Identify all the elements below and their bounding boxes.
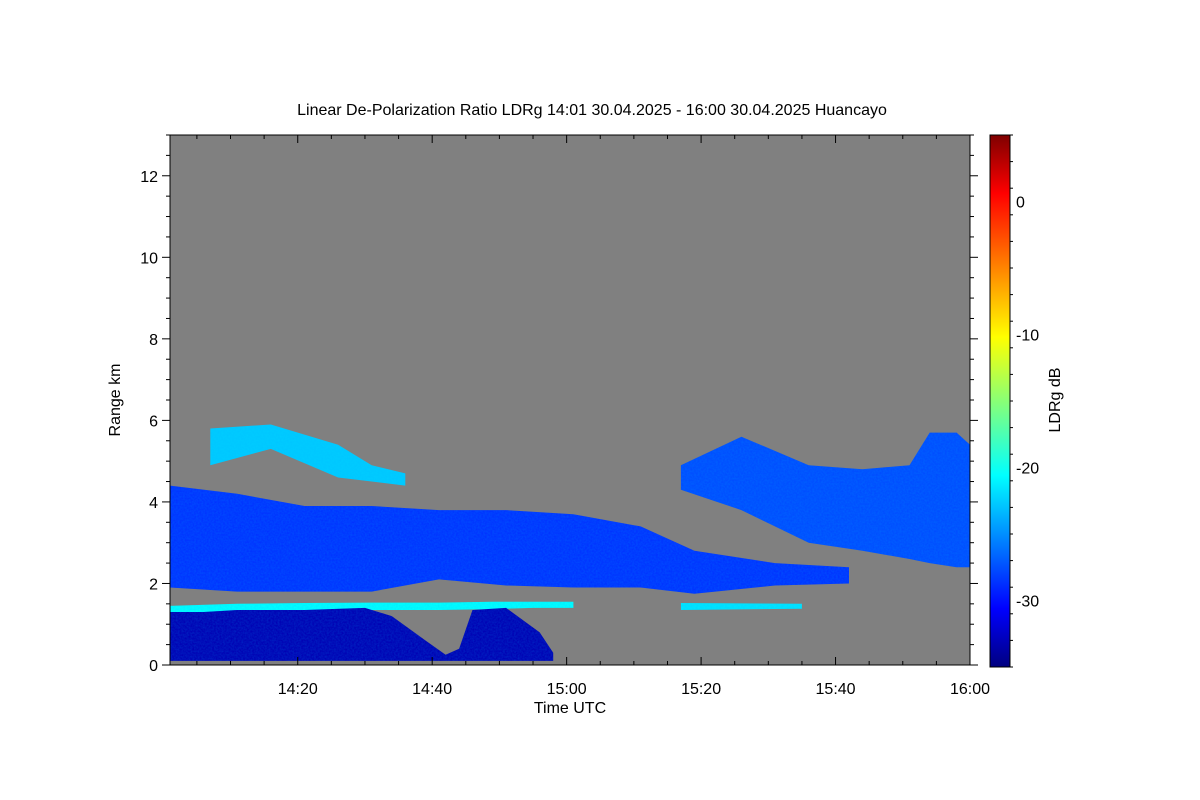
x-tick-label: 15:40 xyxy=(816,681,856,698)
y-axis: 0 2 4 6 8 10 12 xyxy=(140,134,978,675)
cloud-layer-texture-1 xyxy=(170,485,849,594)
cloud-layer-texture-0 xyxy=(210,424,406,486)
colorbar-ticks: 0 -10 -20 -30 xyxy=(1010,134,1039,668)
cloud-layer-texture-4 xyxy=(680,603,802,610)
y-tick-label: 4 xyxy=(149,495,158,512)
x-tick-label: 15:00 xyxy=(547,681,587,698)
y-tick-label: 0 xyxy=(149,658,158,675)
colorbar-tick-label: 0 xyxy=(1016,195,1025,212)
colorbar-label: LDRg dB xyxy=(1047,368,1064,433)
y-tick-label: 12 xyxy=(140,169,158,186)
x-tick-label: 16:00 xyxy=(950,681,990,698)
colorbar xyxy=(989,134,1011,668)
y-tick-label: 2 xyxy=(149,576,158,593)
y-tick-label: 8 xyxy=(149,332,158,349)
x-tick-label: 14:40 xyxy=(412,681,452,698)
chart-title: Linear De-Polarization Ratio LDRg 14:01 … xyxy=(297,102,887,119)
colorbar-tick-label: -20 xyxy=(1016,461,1039,478)
x-axis-label: Time UTC xyxy=(534,700,606,717)
y-axis-label: Range km xyxy=(107,364,124,437)
y-tick-label: 6 xyxy=(149,413,158,430)
x-axis: 14:20 14:40 15:00 15:20 15:40 16:00 xyxy=(196,135,990,698)
colorbar-tick-label: -30 xyxy=(1016,594,1039,611)
x-tick-label: 14:20 xyxy=(278,681,318,698)
cloud-layer-texture-5 xyxy=(170,607,554,661)
cloud-layers xyxy=(170,424,970,661)
x-tick-label: 15:20 xyxy=(681,681,721,698)
colorbar-tick-label: -10 xyxy=(1016,328,1039,345)
y-tick-label: 10 xyxy=(140,250,158,267)
cloud-layer-texture-2 xyxy=(680,432,970,568)
